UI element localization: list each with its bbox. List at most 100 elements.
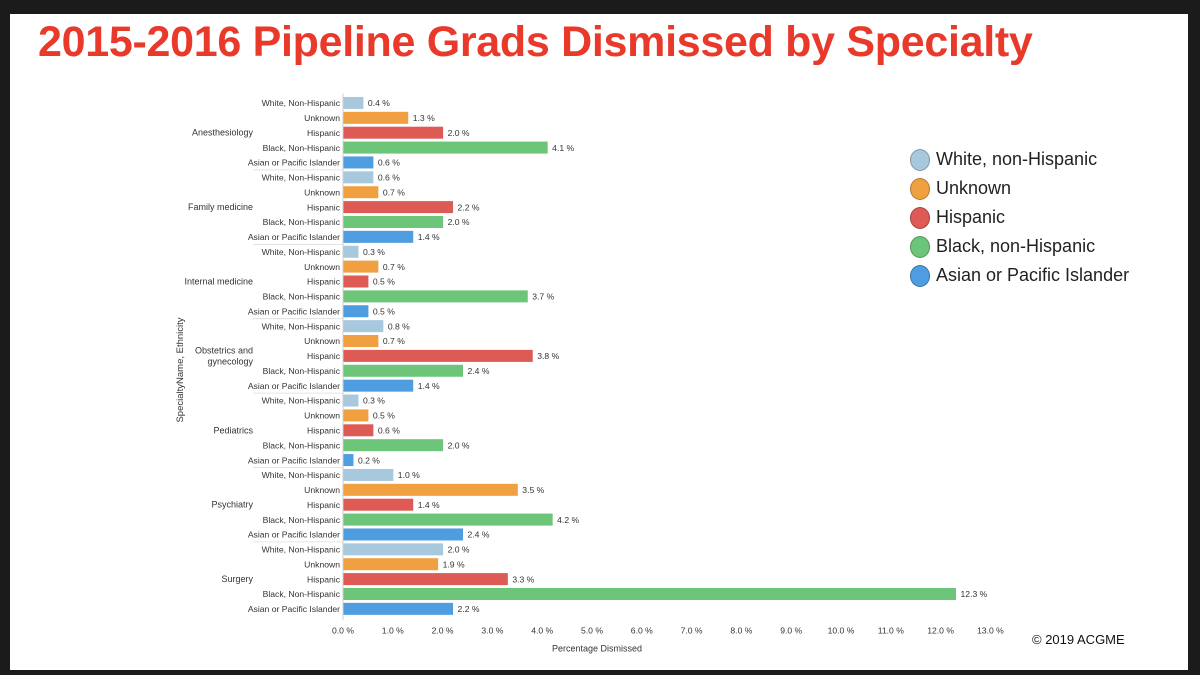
slide: [10, 14, 1188, 670]
data-label: 0.4 %: [368, 98, 390, 108]
x-tick-label: 8.0 %: [730, 625, 752, 635]
data-label: 1.3 %: [413, 113, 435, 123]
ethnicity-tick-label: Hispanic: [307, 202, 341, 212]
bar-black_non_hispanic: [343, 439, 444, 452]
bar-asian_pacific: [343, 454, 354, 467]
ethnicity-tick-label: Black, Non-Hispanic: [263, 589, 341, 599]
bar-white_non_hispanic: [343, 320, 384, 333]
bar-unknown: [343, 335, 379, 348]
data-label: 1.4 %: [418, 500, 440, 510]
x-tick-label: 13.0 %: [977, 625, 1004, 635]
data-label: 2.4 %: [468, 530, 490, 540]
x-tick-label: 1.0 %: [382, 625, 404, 635]
data-label: 1.4 %: [418, 232, 440, 242]
x-axis-title: Percentage Dismissed: [552, 643, 642, 653]
bar-black_non_hispanic: [343, 364, 464, 377]
data-label: 12.3 %: [961, 589, 988, 599]
data-label: 0.6 %: [378, 173, 400, 183]
bar-white_non_hispanic: [343, 171, 374, 184]
specialty-tick-label: Anesthesiology: [192, 128, 254, 138]
ethnicity-tick-label: Black, Non-Hispanic: [263, 143, 341, 153]
legend-label: Hispanic: [936, 207, 1006, 227]
bar-asian_pacific: [343, 528, 464, 541]
x-tick-label: 2.0 %: [432, 625, 454, 635]
bar-hispanic: [343, 126, 444, 139]
ethnicity-tick-label: Asian or Pacific Islander: [248, 232, 340, 242]
bar-black_non_hispanic: [343, 141, 548, 154]
ethnicity-tick-label: Unknown: [304, 485, 340, 495]
legend-swatch: [910, 206, 930, 229]
bar-black_non_hispanic: [343, 290, 528, 303]
specialty-tick-label: Psychiatry: [211, 500, 253, 510]
bar-white_non_hispanic: [343, 245, 359, 258]
legend-swatch: [910, 235, 930, 258]
ethnicity-tick-label: White, Non-Hispanic: [262, 247, 341, 257]
bar-hispanic: [343, 498, 414, 511]
data-label: 2.0 %: [448, 545, 470, 555]
ethnicity-tick-label: Asian or Pacific Islander: [248, 306, 340, 316]
data-label: 0.7 %: [383, 336, 405, 346]
x-tick-label: 3.0 %: [481, 625, 503, 635]
ethnicity-tick-label: Black, Non-Hispanic: [263, 292, 341, 302]
legend-label: Asian or Pacific Islander: [936, 265, 1130, 285]
ethnicity-tick-label: White, Non-Hispanic: [262, 545, 341, 555]
legend-item: Black, non-Hispanic: [910, 232, 1129, 261]
data-label: 0.5 %: [373, 277, 395, 287]
data-label: 0.6 %: [378, 426, 400, 436]
ethnicity-tick-label: White, Non-Hispanic: [262, 470, 341, 480]
data-label: 0.2 %: [358, 455, 380, 465]
ethnicity-tick-label: Unknown: [304, 559, 340, 569]
ethnicity-tick-label: Asian or Pacific Islander: [248, 158, 340, 168]
x-tick-label: 9.0 %: [780, 625, 802, 635]
legend: White, non-Hispanic Unknown Hispanic Black,…: [910, 145, 1129, 290]
x-tick-label: 4.0 %: [531, 625, 553, 635]
bar-hispanic: [343, 573, 508, 586]
legend-item: Asian or Pacific Islander: [910, 261, 1129, 290]
ethnicity-tick-label: Unknown: [304, 336, 340, 346]
legend-swatch: [910, 264, 930, 287]
bar-black_non_hispanic: [343, 587, 957, 600]
ethnicity-tick-label: Asian or Pacific Islander: [248, 604, 340, 614]
bar-unknown: [343, 111, 409, 124]
ethnicity-tick-label: Hispanic: [307, 426, 341, 436]
data-label: 1.0 %: [398, 470, 420, 480]
legend-label: White, non-Hispanic: [936, 149, 1098, 169]
ethnicity-tick-label: Unknown: [304, 187, 340, 197]
ethnicity-tick-label: Unknown: [304, 262, 340, 272]
bar-asian_pacific: [343, 379, 414, 392]
data-label: 2.4 %: [468, 366, 490, 376]
data-label: 0.7 %: [383, 187, 405, 197]
bar-white_non_hispanic: [343, 543, 444, 556]
x-tick-label: 11.0 %: [878, 625, 904, 635]
x-tick-label: 0.0 %: [332, 625, 354, 635]
legend-swatch: [910, 177, 930, 200]
ethnicity-tick-label: White, Non-Hispanic: [262, 173, 341, 183]
data-label: 3.7 %: [532, 292, 554, 302]
specialty-tick-label: Family medicine: [188, 202, 253, 212]
ethnicity-tick-label: Hispanic: [307, 277, 341, 287]
page-title: 2015-2016 Pipeline Grads Dismissed by Sp…: [38, 18, 1033, 66]
ethnicity-tick-label: White, Non-Hispanic: [262, 396, 341, 406]
data-label: 2.2 %: [458, 604, 480, 614]
ethnicity-tick-label: Asian or Pacific Islander: [248, 381, 340, 391]
ethnicity-tick-label: Black, Non-Hispanic: [263, 366, 341, 376]
bar-white_non_hispanic: [343, 96, 364, 109]
ethnicity-tick-label: Unknown: [304, 113, 340, 123]
x-tick-label: 7.0 %: [681, 625, 703, 635]
ethnicity-tick-label: Unknown: [304, 411, 340, 421]
bar-unknown: [343, 186, 379, 199]
ethnicity-tick-label: Black, Non-Hispanic: [263, 217, 341, 227]
legend-swatch: [910, 148, 930, 171]
bar-asian_pacific: [343, 230, 414, 243]
data-label: 0.6 %: [378, 158, 400, 168]
ethnicity-tick-label: Black, Non-Hispanic: [263, 440, 341, 450]
data-label: 1.4 %: [418, 381, 440, 391]
legend-item: Unknown: [910, 174, 1129, 203]
y-axis-title: SpecialtyName, Ethnicity: [175, 317, 186, 422]
bar-hispanic: [343, 275, 369, 288]
bar-unknown: [343, 260, 379, 273]
data-label: 3.8 %: [537, 351, 559, 361]
copyright-text: © 2019 ACGME: [1032, 632, 1125, 647]
bar-asian_pacific: [343, 305, 369, 318]
data-label: 3.3 %: [512, 574, 534, 584]
